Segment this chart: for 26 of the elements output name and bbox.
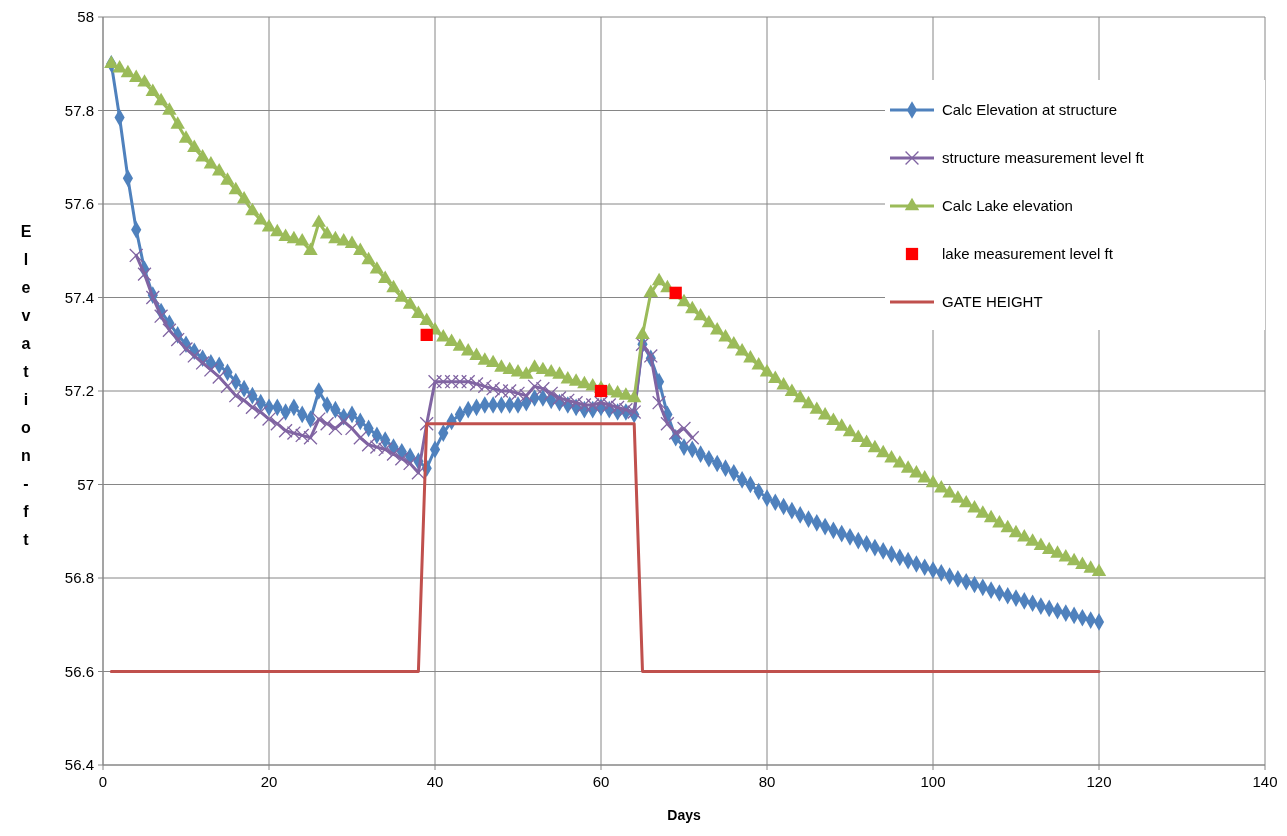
x-tick-label: 80: [758, 773, 776, 790]
x-tick-label: 0: [98, 773, 108, 790]
legend-label: Calc Elevation at structure: [942, 101, 1118, 119]
y-tick-label: 57.2: [64, 382, 94, 400]
x-tick-label: 40: [426, 773, 444, 790]
y-tick-label: 57: [77, 475, 94, 493]
legend-label: GATE HEIGHT: [942, 293, 1043, 311]
point: [420, 328, 433, 342]
x-tick-label: 100: [920, 773, 946, 790]
y-tick-label: 58: [77, 8, 94, 26]
x-axis-title: Days: [667, 807, 701, 823]
y-tick-label: 57.8: [64, 101, 94, 119]
point: [594, 384, 608, 398]
x-tick-label: 20: [260, 773, 278, 790]
x-tick-label: 140: [1252, 773, 1278, 790]
legend-label: lake measurement level ft: [942, 245, 1114, 263]
legend-label: structure measurement level ft: [942, 149, 1145, 167]
y-tick-label: 56.8: [64, 569, 94, 587]
legend-label: Calc Lake elevation: [942, 197, 1073, 215]
x-tick-label: 120: [1086, 773, 1112, 790]
y-tick-label: 57.4: [64, 288, 94, 306]
text: Elevation-ft: [20, 223, 32, 548]
y-tick-label: 57.6: [64, 195, 94, 213]
y-tick-label: 56.6: [64, 662, 94, 680]
y-tick-label: 56.4: [64, 756, 94, 774]
x-tick-label: 60: [592, 773, 610, 790]
